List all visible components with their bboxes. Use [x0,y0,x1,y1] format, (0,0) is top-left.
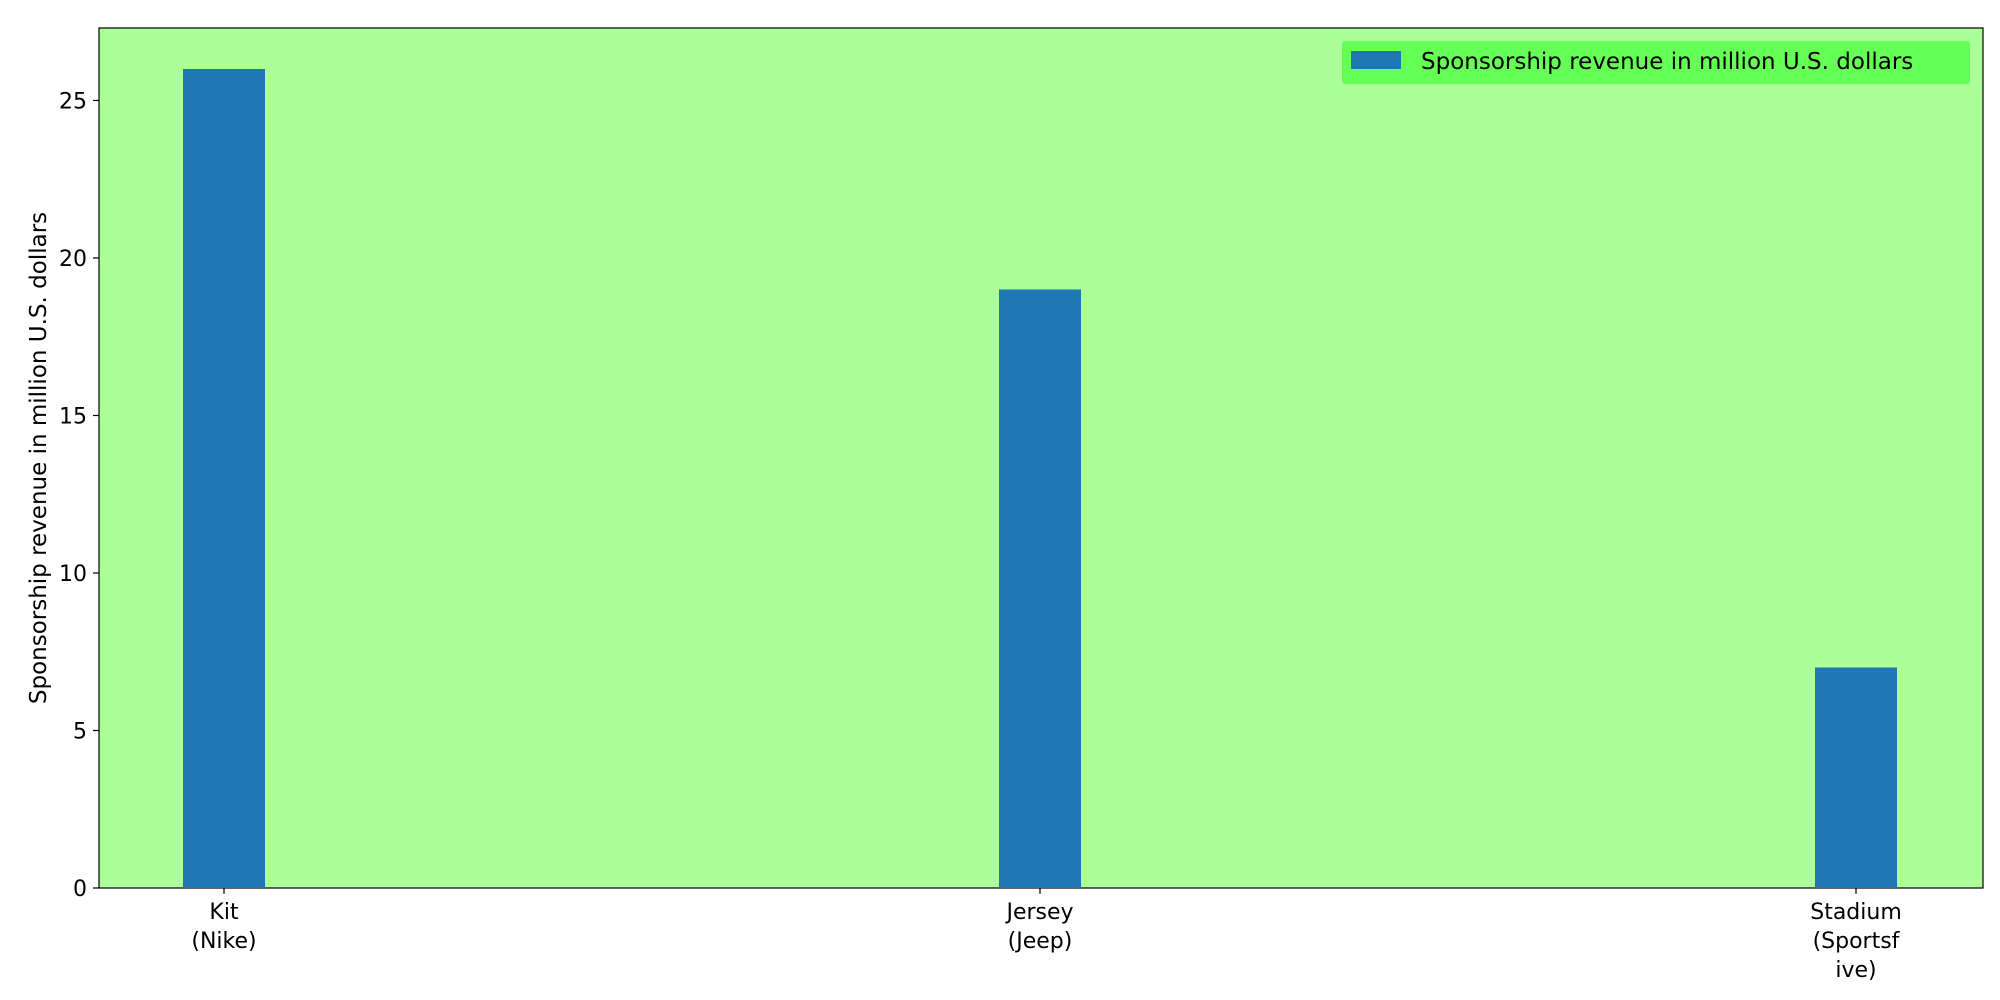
legend-swatch [1351,51,1401,69]
bar-kit [183,68,265,888]
y-tick-label: 0 [73,877,87,902]
y-tick-label: 15 [59,404,87,429]
x-tick-label-line: (Jeep) [1008,929,1073,954]
x-tick-label: Stadium (Sportsf ive) [1810,900,1902,983]
y-tick-label: 10 [59,562,87,587]
legend-box [1342,41,1970,84]
x-tick-label-line: (Nike) [191,929,256,954]
bar-jersey [999,289,1081,888]
x-tick-label: Kit (Nike) [191,900,256,954]
y-tick-label: 5 [73,719,87,744]
x-tick-label-line: Jersey [1004,900,1073,925]
y-tick-label: 20 [59,247,87,272]
x-tick-label-line: ive) [1835,958,1876,983]
x-tick-label-line: Stadium [1810,900,1902,925]
bar-stadium [1815,667,1897,888]
x-axis: Kit (Nike) Jersey (Jeep) Stadium (Sportsf ive) [191,888,1902,983]
y-axis: 0 5 10 15 20 25 [59,89,99,902]
y-tick-label: 25 [59,89,87,114]
legend: Sponsorship revenue in million U.S. doll… [1342,41,1970,84]
legend-label: Sponsorship revenue in million U.S. doll… [1421,49,1913,75]
x-tick-label: Jersey (Jeep) [1004,900,1073,954]
y-axis-label: Sponsorship revenue in million U.S. doll… [26,212,52,704]
x-tick-label-line: (Sportsf [1813,929,1901,954]
x-tick-label-line: Kit [209,900,239,925]
bars-layer [183,68,1897,888]
